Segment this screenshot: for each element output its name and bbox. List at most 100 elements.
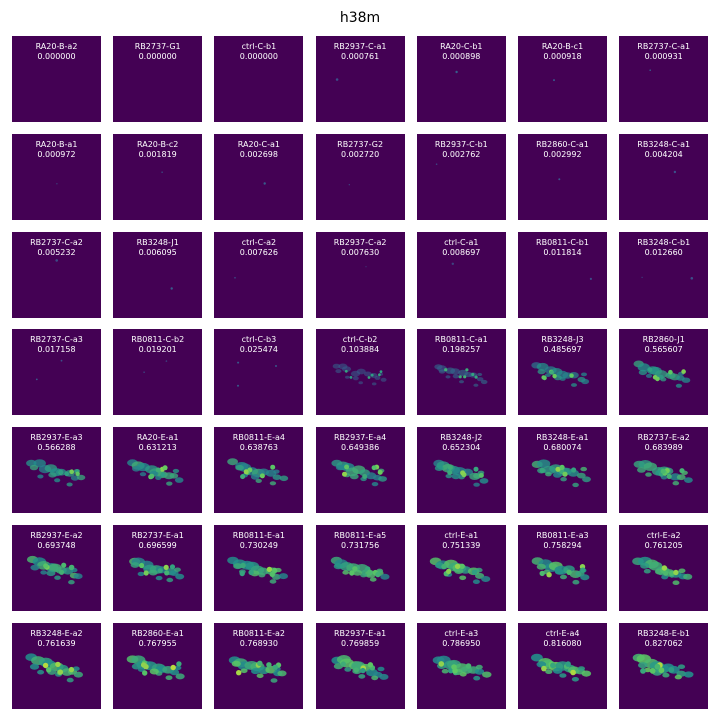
panel-value: 0.000972 [37,149,76,159]
heatmap-panel: RB2937-E-a4 0.649386 [315,427,405,514]
panel-name: RB3248-J2 [440,433,483,443]
panel-label: ctrl-C-a1 0.008697 [417,238,506,258]
heatmap-blob [279,573,289,580]
heatmap-blob [66,482,73,487]
heatmap-speck [364,265,367,267]
heatmap-speck [60,360,63,362]
heatmap-blob [357,673,365,679]
panel-value: 0.693748 [37,541,76,550]
panel-value: 0.816080 [543,638,582,648]
panel-value: 0.103884 [341,345,380,355]
heatmap-hotspot [143,570,149,576]
heatmap-blob [662,672,670,678]
panel-label: RB2937-E-a2 0.693748 [12,531,101,551]
heatmap-hotspot [474,375,478,380]
panel-name: ctrl-E-a4 [545,628,580,638]
panel-value: 0.008697 [442,247,481,257]
panel-value: 0.680074 [543,443,582,453]
heatmap-blob [334,369,341,374]
heatmap-panel: ctrl-C-b2 0.103884 [315,329,405,416]
heatmap-hotspot [239,570,246,577]
heatmap-blob [567,469,579,477]
heatmap-image [641,276,694,280]
heatmap-blob [441,668,449,674]
panel-value: 0.649386 [341,443,380,453]
panel-name: RA20-B-a2 [35,42,78,51]
panel-label: ctrl-C-b3 0.025474 [214,335,303,355]
heatmap-image [455,70,458,74]
heatmap-image [229,656,287,683]
heatmap-panel: RB2737-C-a1 0.000931 [619,36,709,122]
heatmap-hotspot [649,667,656,674]
heatmap-blob [480,380,488,385]
heatmap-blob [682,377,691,384]
panel-name: RB2937-C-a1 [333,42,387,51]
heatmap-panel: RB2937-C-a2 0.007630 [315,231,405,318]
heatmap-blob [30,564,40,571]
heatmap-blob [356,368,366,375]
heatmap-blob [572,482,579,488]
heatmap-hotspot [257,660,263,666]
heatmap-blob [166,481,173,486]
heatmap-panel: ctrl-C-b3 0.025474 [214,329,304,416]
heatmap-hotspot [462,375,467,379]
heatmap-hotspot [260,473,266,479]
heatmap-hotspot [367,661,373,668]
heatmap-blob [270,677,278,683]
heatmap-panel: RB2860-E-a1 0.767955 [113,622,203,709]
heatmap-hotspot [454,563,461,570]
heatmap-panel: RB3248-E-b1 0.827062 [619,622,709,709]
panel-label: RB3248-C-a1 0.004204 [619,140,708,160]
heatmap-blob [476,377,484,382]
heatmap-hotspot [240,474,246,480]
panel-label: RB2737-E-a2 0.683989 [619,433,708,453]
heatmap-panel: RB3248-J3 0.485697 [518,329,607,416]
panel-value: 0.731756 [341,541,380,550]
heatmap-hotspot [269,571,276,577]
heatmap-blob [676,474,686,481]
heatmap-hotspot [640,667,647,674]
heatmap-blob [661,574,669,580]
heatmap-panel: RB2737-E-a2 0.683989 [619,427,709,514]
heatmap-blob [341,366,351,373]
figure-title: h38m [339,10,381,26]
heatmap-blob [279,475,289,482]
heatmap-blob [638,661,648,669]
heatmap-image [335,78,338,81]
heatmap-panel: RB0811-C-a1 0.198257 [416,329,506,416]
heatmap-image [589,277,592,280]
heatmap-blob [683,573,693,580]
heatmap-hotspot [377,373,381,377]
heatmap-blob [37,669,45,675]
heatmap-panel: ctrl-C-a2 0.007626 [214,231,304,318]
heatmap-panel: RB2937-E-a1 0.769859 [315,622,405,709]
heatmap-blob [672,580,680,585]
panel-label: RB2737-G1 0.000000 [113,42,202,62]
heatmap-blob [73,573,83,580]
panel-name: RB0811-C-a1 [434,335,488,345]
heatmap-panel: RB2937-E-a2 0.693748 [12,525,101,611]
heatmap-blob [571,676,579,682]
heatmap-blob [375,568,383,573]
panel-value: 0.638763 [239,443,278,453]
panel-value: 0.827062 [644,638,683,648]
panel-label: RB0811-E-a2 0.768930 [214,629,303,649]
panel-label: RB3248-J1 0.006095 [113,238,202,258]
heatmap-blob [273,469,280,474]
panel-label: RA20-C-a1 0.002698 [214,140,303,160]
panel-name: RB2860-E-a1 [131,628,184,638]
panel-label: RB3248-J2 0.652304 [417,433,506,453]
panel-value: 0.012660 [644,247,683,257]
panel-name: ctrl-E-a1 [444,531,479,540]
heatmap-image [531,459,591,488]
heatmap-blob [640,562,650,569]
heatmap-speck [558,177,561,180]
panel-label: ctrl-E-a3 0.786950 [417,629,506,649]
heatmap-hotspot [660,468,666,474]
heatmap-hotspot [663,570,669,576]
heatmap-image [161,171,163,173]
heatmap-blob [678,664,686,669]
heatmap-blob [251,667,261,674]
heatmap-blob [170,669,180,676]
heatmap-blob [357,381,363,385]
